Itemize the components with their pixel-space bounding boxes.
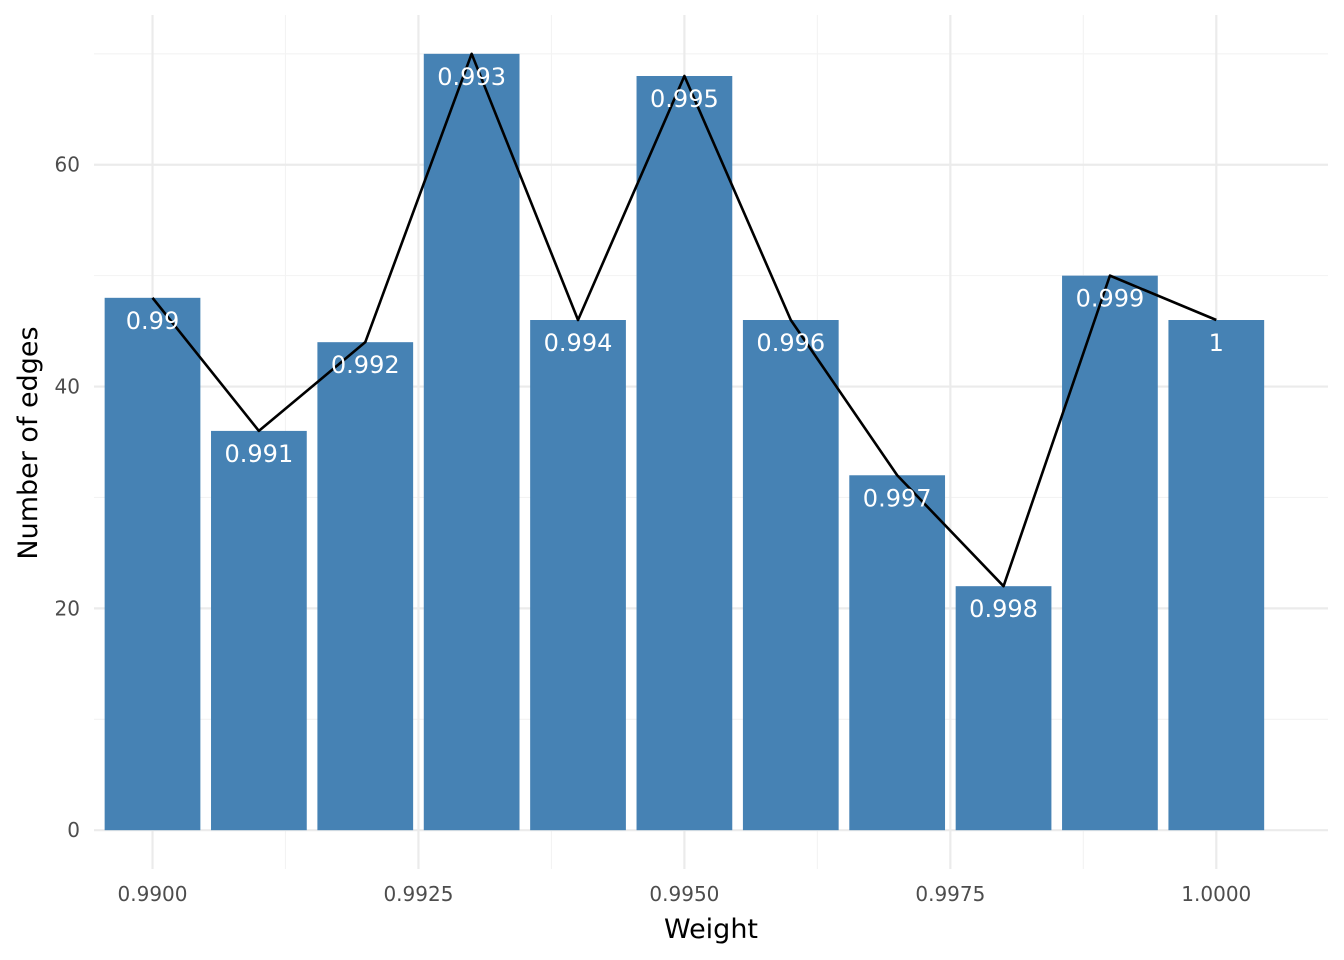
bar xyxy=(1168,320,1265,831)
bar-value-label: 0.993 xyxy=(437,63,506,91)
bar xyxy=(742,320,839,831)
x-tick-label: 0.9925 xyxy=(383,882,453,906)
bar-value-label: 0.995 xyxy=(650,85,719,113)
x-axis-title: Weight xyxy=(664,914,758,945)
bar xyxy=(423,53,520,831)
bar xyxy=(104,297,201,831)
bar xyxy=(211,430,307,831)
bar-value-label: 1 xyxy=(1209,329,1224,357)
bar-value-label: 0.998 xyxy=(969,595,1038,623)
y-tick-label: 0 xyxy=(67,818,80,842)
bar xyxy=(1062,275,1158,831)
trend-line-layer xyxy=(151,52,1217,588)
bar xyxy=(317,342,414,831)
x-tick-label: 1.0000 xyxy=(1181,882,1251,906)
y-tick-label: 40 xyxy=(55,375,80,399)
x-tick-label: 0.9900 xyxy=(118,882,188,906)
bars xyxy=(104,53,1265,831)
bar xyxy=(530,320,626,831)
y-axis-ticks: 0 20 40 60 xyxy=(55,153,80,842)
bar-value-label: 0.994 xyxy=(544,329,613,357)
bar-value-label: 0.996 xyxy=(756,329,825,357)
bar-value-label: 0.997 xyxy=(863,484,932,512)
bar-value-label: 0.99 xyxy=(126,307,179,335)
bar-value-label: 0.992 xyxy=(331,351,400,379)
y-tick-label: 60 xyxy=(55,153,80,177)
bar-value-label: 0.991 xyxy=(225,440,294,468)
bar-labels: 0.99 0.991 0.992 0.993 0.994 0.995 0.996 0.997 0… xyxy=(126,63,1224,623)
x-tick-label: 0.9975 xyxy=(915,882,985,906)
y-axis-title: Number of edges xyxy=(13,326,44,559)
bar-value-label: 0.999 xyxy=(1076,285,1145,313)
x-tick-label: 0.9950 xyxy=(649,882,719,906)
x-axis-ticks: 0.9900 0.9925 0.9950 0.9975 1.0000 xyxy=(118,882,1252,906)
bar xyxy=(955,586,1052,831)
y-tick-label: 20 xyxy=(55,596,80,620)
bar xyxy=(636,76,733,831)
trend-line xyxy=(151,52,1217,588)
bar xyxy=(849,475,946,831)
